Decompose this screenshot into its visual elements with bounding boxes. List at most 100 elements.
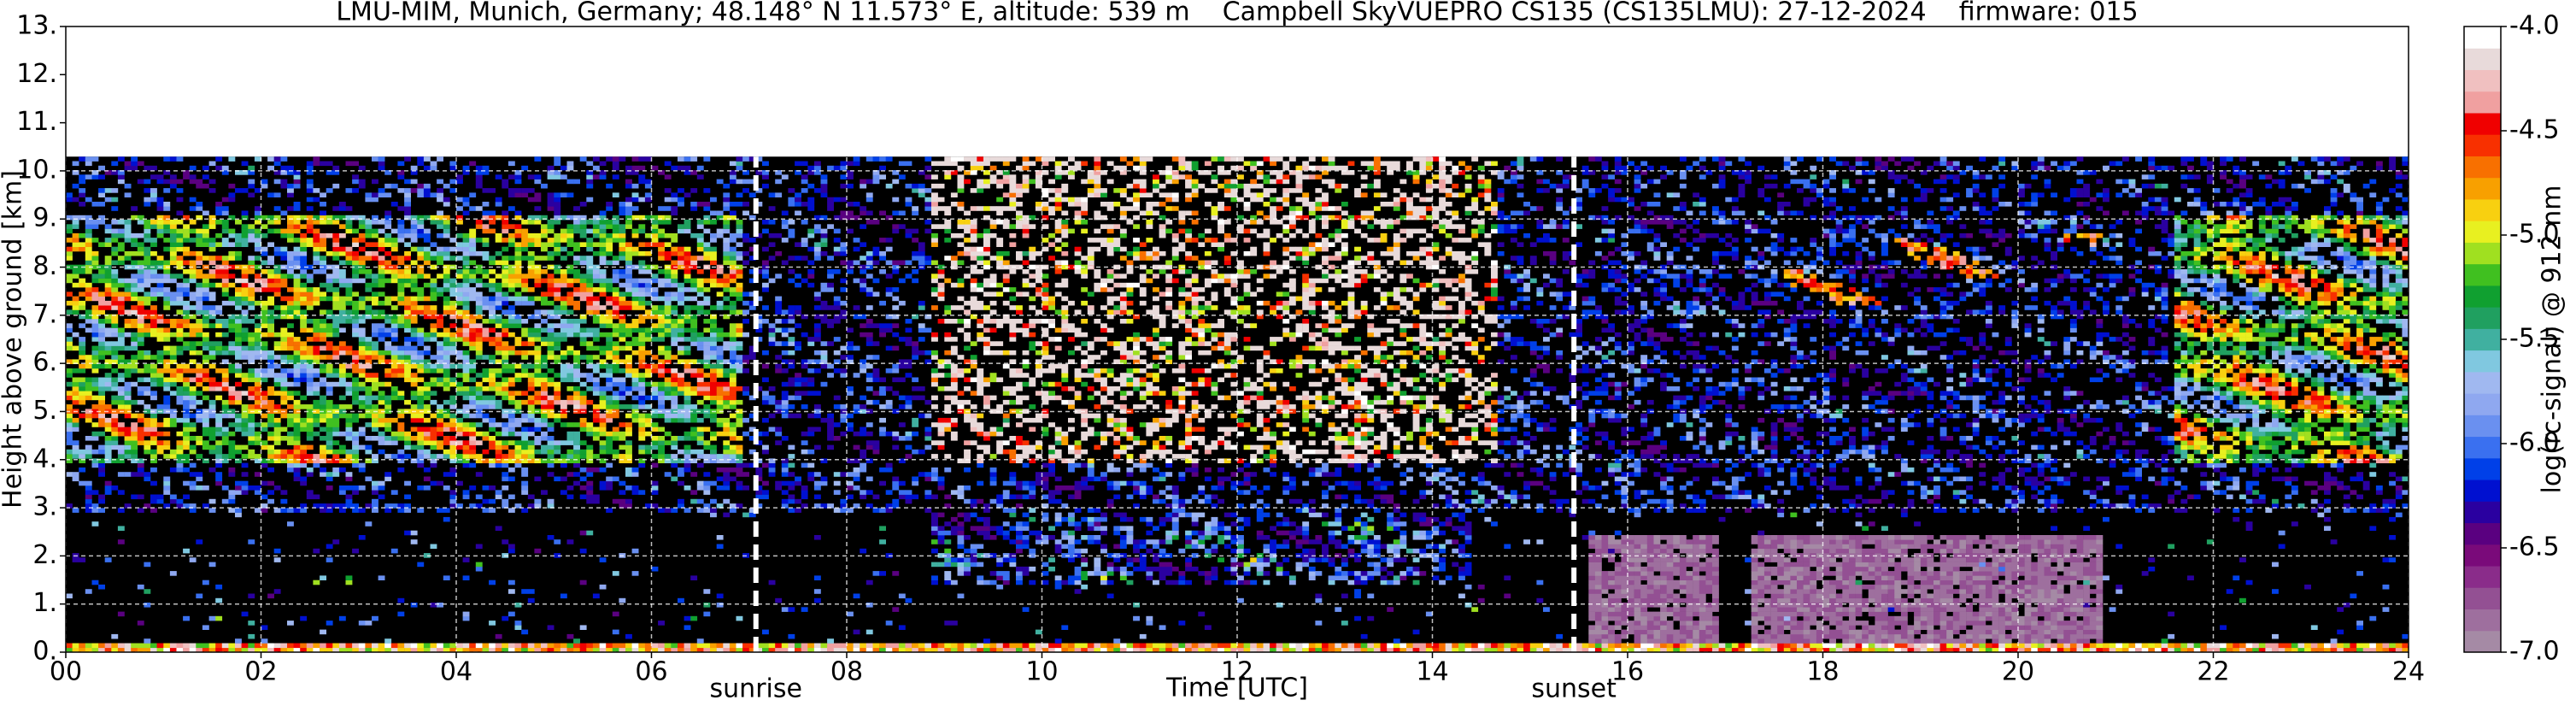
signal-cell — [209, 291, 216, 297]
signal-cell — [313, 422, 320, 427]
signal-cell — [613, 436, 619, 441]
signal-cell — [723, 297, 730, 302]
signal-cell — [730, 269, 736, 274]
signal-cell — [502, 414, 508, 419]
signal-cell — [267, 309, 274, 315]
signal-cell — [85, 378, 92, 383]
signal-cell — [339, 616, 346, 621]
signal-cell — [294, 346, 301, 351]
signal-cell — [163, 224, 170, 229]
signal-cell — [202, 432, 209, 437]
signal-cell — [372, 422, 378, 427]
signal-cell — [359, 332, 366, 338]
signal-cell — [352, 644, 359, 649]
signal-cell — [560, 355, 567, 360]
signal-cell — [183, 364, 190, 369]
signal-cell — [684, 404, 691, 409]
signal-cell — [248, 301, 255, 306]
signal-cell — [287, 287, 294, 292]
signal-cell — [111, 279, 118, 284]
signal-cell — [665, 414, 672, 419]
signal-cell — [508, 332, 515, 338]
signal-cell — [261, 261, 268, 266]
signal-cell — [359, 184, 366, 189]
signal-cell — [202, 332, 209, 338]
signal-cell — [534, 400, 541, 405]
signal-cell — [79, 156, 85, 162]
signal-cell — [202, 211, 209, 216]
signal-cell — [326, 557, 333, 562]
signal-cell — [222, 485, 229, 491]
signal-cell — [476, 567, 483, 572]
signal-cell — [417, 414, 424, 419]
signal-cell — [215, 616, 222, 621]
signal-cell — [92, 378, 99, 383]
signal-cell — [300, 261, 307, 266]
signal-cell — [684, 229, 691, 234]
signal-cell — [730, 323, 736, 328]
signal-cell — [496, 337, 502, 342]
signal-cell — [157, 233, 164, 238]
signal-cell — [638, 463, 645, 468]
signal-cell — [267, 256, 274, 261]
signal-cell — [645, 373, 652, 378]
signal-cell — [496, 526, 502, 531]
signal-cell — [98, 472, 105, 477]
signal-cell — [391, 386, 398, 391]
signal-cell — [118, 391, 125, 396]
signal-cell — [697, 368, 704, 374]
signal-cell — [593, 436, 600, 441]
signal-cell — [502, 297, 508, 302]
signal-cell — [222, 220, 229, 225]
signal-cell — [242, 229, 249, 234]
signal-cell — [567, 440, 574, 445]
signal-cell — [163, 432, 170, 437]
signal-cell — [690, 287, 697, 292]
signal-cell — [261, 287, 268, 292]
signal-cell — [222, 319, 229, 324]
signal-cell — [515, 450, 522, 455]
signal-cell — [138, 585, 144, 590]
signal-cell — [150, 414, 157, 419]
signal-cell — [300, 481, 307, 486]
signal-cell — [352, 355, 359, 360]
signal-cell — [528, 400, 535, 405]
signal-cell — [613, 450, 619, 455]
signal-cell — [66, 436, 73, 441]
signal-cell — [131, 323, 138, 328]
signal-cell — [613, 414, 619, 419]
signal-cell — [111, 418, 118, 423]
signal-cell — [730, 508, 736, 513]
signal-cell — [678, 251, 684, 256]
signal-cell — [73, 224, 79, 229]
signal-cell — [157, 644, 164, 649]
signal-cell — [138, 251, 144, 256]
signal-cell — [515, 432, 522, 437]
signal-cell — [222, 432, 229, 437]
signal-cell — [202, 174, 209, 179]
signal-cell — [580, 468, 587, 473]
signal-cell — [300, 355, 307, 360]
signal-cell — [196, 364, 202, 369]
signal-cell — [79, 378, 85, 383]
signal-cell — [652, 440, 659, 445]
signal-cell — [521, 192, 528, 197]
signal-cell — [98, 319, 105, 324]
signal-cell — [118, 454, 125, 459]
signal-cell — [449, 445, 456, 450]
signal-cell — [222, 242, 229, 247]
signal-cell — [476, 404, 483, 409]
signal-cell — [248, 269, 255, 274]
signal-cell — [671, 269, 678, 274]
signal-cell — [378, 350, 385, 356]
signal-cell — [632, 305, 639, 310]
signal-cell — [73, 454, 79, 459]
signal-cell — [397, 346, 404, 351]
signal-cell — [177, 287, 184, 292]
signal-cell — [307, 184, 314, 189]
signal-cell — [580, 355, 587, 360]
signal-cell — [431, 364, 437, 369]
signal-cell — [502, 472, 508, 477]
signal-cell — [294, 382, 301, 387]
signal-cell — [463, 612, 470, 617]
